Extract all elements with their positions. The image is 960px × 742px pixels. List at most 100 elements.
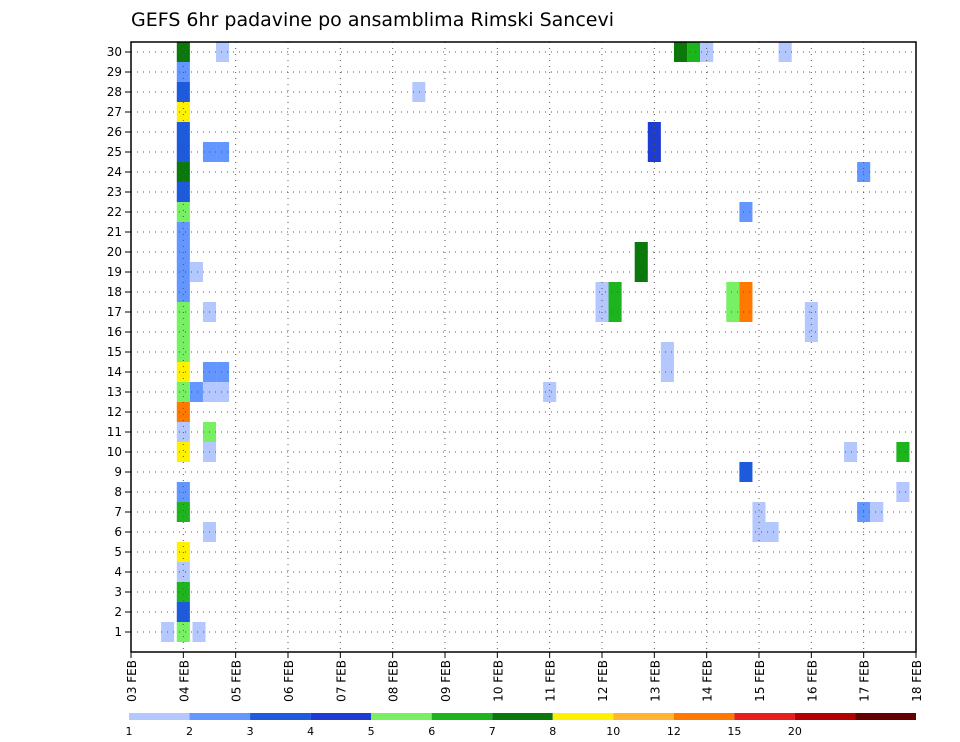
heatmap-cell xyxy=(189,382,203,402)
grid-lines xyxy=(131,42,916,652)
colorbar-label: 3 xyxy=(247,725,254,738)
heatmap-cell xyxy=(608,282,622,302)
heatmap-cell xyxy=(687,42,701,62)
x-tick-label: 17 FEB xyxy=(858,660,872,702)
colorbar-label: 1 xyxy=(126,725,133,738)
heatmap-cell xyxy=(216,42,230,62)
heatmap-cell xyxy=(673,42,688,62)
heatmap-cell xyxy=(176,562,190,582)
y-tick-label: 30 xyxy=(107,45,122,59)
y-tick-label: 8 xyxy=(114,485,122,499)
y-tick-label: 19 xyxy=(107,265,122,279)
heatmap-cell xyxy=(176,342,190,362)
colorbar-segment xyxy=(431,713,493,720)
heatmap-cell xyxy=(752,502,766,522)
x-tick-label: 08 FEB xyxy=(387,660,401,702)
y-tick-label: 21 xyxy=(107,225,122,239)
x-tick-label: 18 FEB xyxy=(910,660,924,702)
heatmap-cell xyxy=(176,442,190,462)
x-tick-label: 05 FEB xyxy=(230,660,244,702)
y-tick-label: 14 xyxy=(107,365,122,379)
y-tick-label: 18 xyxy=(107,285,122,299)
heatmap-cell xyxy=(804,322,818,342)
x-tick-label: 11 FEB xyxy=(544,660,558,702)
heatmap-cell xyxy=(176,382,190,402)
heatmap-cell xyxy=(176,282,190,302)
heatmap-cell xyxy=(176,162,190,182)
heatmap-cell xyxy=(176,222,190,242)
x-tick-label: 07 FEB xyxy=(334,660,348,702)
colorbar-label: 15 xyxy=(727,725,741,738)
heatmap-cell xyxy=(189,262,203,282)
heatmap-cell xyxy=(896,482,910,502)
y-tick-label: 26 xyxy=(107,125,122,139)
heatmap-cell xyxy=(595,282,609,302)
colorbar-label: 6 xyxy=(428,725,435,738)
heatmap-cell xyxy=(412,82,426,102)
colorbar-label: 12 xyxy=(667,725,681,738)
heatmap-cells xyxy=(161,42,910,642)
colorbar-segment xyxy=(734,713,795,720)
colorbar-label: 8 xyxy=(549,725,556,738)
x-tick-label: 15 FEB xyxy=(753,660,767,702)
colorbar-segment xyxy=(129,713,190,720)
heatmap-cell xyxy=(765,522,779,542)
x-tick-label: 09 FEB xyxy=(439,660,453,702)
y-tick-label: 28 xyxy=(107,85,122,99)
x-tick-label: 16 FEB xyxy=(805,660,819,702)
y-tick-label: 6 xyxy=(114,525,122,539)
colorbar-segment xyxy=(552,713,614,720)
x-tick-label: 13 FEB xyxy=(648,660,662,702)
heatmap-cell xyxy=(739,462,753,482)
colorbar-segment xyxy=(492,713,553,720)
heatmap-cell xyxy=(739,282,753,302)
y-tick-label: 7 xyxy=(114,505,122,519)
y-tick-label: 25 xyxy=(107,145,122,159)
y-tick-label: 15 xyxy=(107,345,122,359)
x-tick-label: 14 FEB xyxy=(701,660,715,702)
colorbar-label: 4 xyxy=(307,725,314,738)
heatmap-cell xyxy=(739,202,753,222)
x-axis-ticks: 03 FEB 04 FEB 05 FEB 06 FEB 07 FEB 08 FEB 09 F… xyxy=(125,652,924,702)
colorbar-segment xyxy=(673,713,735,720)
heatmap-cell xyxy=(176,502,190,522)
heatmap-cell xyxy=(176,82,190,102)
y-tick-label: 22 xyxy=(107,205,122,219)
heatmap-cell xyxy=(752,522,766,542)
heatmap-cell xyxy=(192,622,206,642)
y-axis-ticks: 1234567891011121314151617181920212223242… xyxy=(107,45,131,639)
heatmap-cell xyxy=(726,302,740,322)
heatmap-cell xyxy=(176,262,190,282)
y-tick-label: 1 xyxy=(114,625,122,639)
y-tick-label: 4 xyxy=(114,565,122,579)
y-tick-label: 16 xyxy=(107,325,122,339)
heatmap-cell xyxy=(660,362,674,382)
y-tick-label: 27 xyxy=(107,105,122,119)
colorbar-segment xyxy=(855,713,916,720)
y-tick-label: 17 xyxy=(107,305,122,319)
y-tick-label: 9 xyxy=(114,465,122,479)
heatmap-cell xyxy=(176,102,190,122)
heatmap-cell xyxy=(176,42,190,62)
y-tick-label: 20 xyxy=(107,245,122,259)
heatmap-cell xyxy=(216,142,230,162)
heatmap-cell xyxy=(870,502,884,522)
colorbar-segment xyxy=(613,713,674,720)
heatmap-cell xyxy=(176,142,190,162)
heatmap-cell xyxy=(176,622,190,642)
colorbar: 1 2 3 4 5 6 7 8 10 12 15 20 xyxy=(126,713,916,738)
heatmap-cell xyxy=(216,362,230,382)
chart-title: GEFS 6hr padavine po ansamblima Rimski S… xyxy=(131,9,614,31)
colorbar-label: 10 xyxy=(606,725,620,738)
heatmap-cell xyxy=(700,42,714,62)
heatmap-cell xyxy=(176,582,190,602)
x-tick-label: 04 FEB xyxy=(177,660,191,702)
y-tick-label: 2 xyxy=(114,605,122,619)
y-tick-label: 29 xyxy=(107,65,122,79)
heatmap-cell xyxy=(647,142,661,162)
heatmap-cell xyxy=(176,402,190,422)
colorbar-segment xyxy=(371,713,432,720)
colorbar-segment xyxy=(794,713,856,720)
y-tick-label: 5 xyxy=(114,545,122,559)
